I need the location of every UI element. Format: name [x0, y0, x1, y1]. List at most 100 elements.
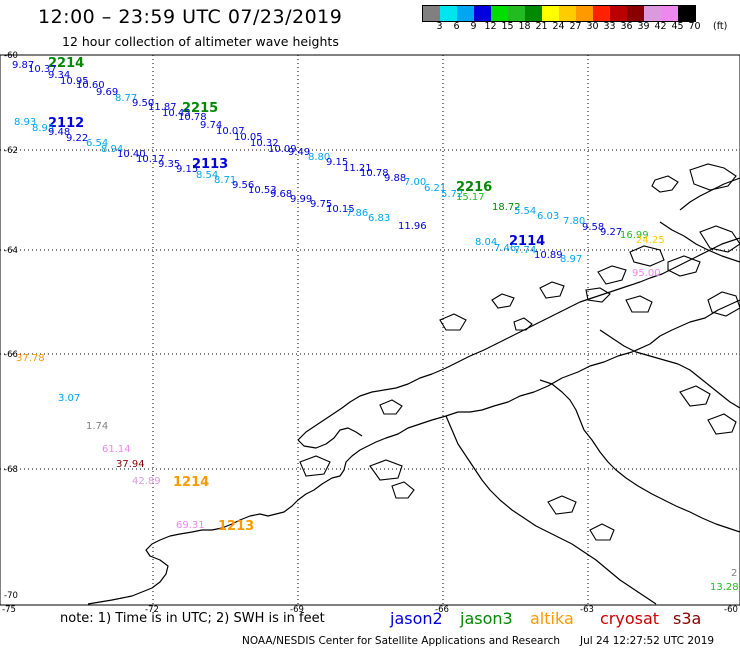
lon-label-60: -60 [724, 605, 738, 615]
color-scale-label-3: 3 [436, 21, 443, 32]
legend-jason2: jason2 [390, 609, 443, 628]
wave-height-value: 11.87 [148, 102, 177, 113]
coast-indent-1 [297, 427, 363, 449]
island-12 [707, 291, 740, 317]
color-scale-label-27: 27 [569, 21, 582, 32]
pass-label-2215: 2215 [182, 101, 218, 116]
color-swatch-15 [491, 6, 508, 21]
wave-height-value: 10.40 [117, 149, 146, 160]
island-9 [491, 293, 515, 309]
wave-height-value: 10.60 [76, 80, 105, 91]
wave-height-value: 9.58 [582, 222, 604, 233]
wave-height-value: 7.00 [404, 177, 426, 188]
wave-height-value: 8.77 [115, 93, 137, 104]
graticule [0, 55, 740, 605]
color-swatch-70 [678, 6, 695, 21]
wave-height-value: 10.32 [250, 138, 279, 149]
color-scale-label-12: 12 [484, 21, 497, 32]
wave-height-value: 95.00 [632, 268, 661, 279]
lat-label-66: -66 [4, 350, 18, 360]
wave-height-value: 7.80 [563, 216, 585, 227]
footer: NOAA/NESDIS Center for Satellite Applica… [0, 633, 740, 650]
footer-credit: NOAA/NESDIS Center for Satellite Applica… [242, 635, 560, 647]
wave-height-value: 6.03 [537, 211, 559, 222]
wave-height-value: 6.83 [368, 213, 390, 224]
wave-height-value: 15.17 [456, 192, 485, 203]
wave-height-value: 10.17 [136, 154, 165, 165]
wave-height-value: 10.78 [178, 112, 207, 123]
lon-label-69: -69 [290, 605, 304, 615]
wave-height-value: 7.46 [494, 243, 516, 254]
island-18 [391, 481, 415, 499]
lon-label-66: -66 [435, 605, 449, 615]
wave-height-value: 24.25 [636, 235, 665, 246]
wave-height-value: 13.28 [710, 582, 739, 593]
island-3 [629, 245, 665, 267]
island-13 [679, 385, 711, 407]
wave-height-value: 8.95 [32, 123, 54, 134]
color-scale-label-21: 21 [535, 21, 548, 32]
color-scale-label-33: 33 [603, 21, 616, 32]
wave-height-values: 9.8710.379.3410.9510.609.698.779.5011.87… [12, 60, 739, 593]
coast-south-2 [445, 415, 657, 605]
color-swatch-30 [576, 6, 593, 21]
color-swatch-42 [644, 6, 661, 21]
wave-height-value: 8.93 [14, 117, 36, 128]
wave-height-color-scale [422, 5, 696, 22]
wave-height-value: 9.35 [158, 159, 180, 170]
wave-height-value: 1.74 [86, 421, 108, 432]
legend-jason3: jason3 [460, 609, 513, 628]
island-4 [667, 255, 701, 277]
wave-height-value: 37.94 [116, 459, 145, 470]
island-20 [439, 313, 467, 331]
wave-height-value: 9.87 [12, 60, 34, 71]
wave-height-value: 9.88 [384, 173, 406, 184]
wave-height-value: 8.04 [475, 237, 497, 248]
wave-height-value: 6.21 [424, 183, 446, 194]
pass-label-2214: 2214 [48, 56, 84, 71]
island-1 [651, 175, 679, 193]
wave-height-value: 42.89 [132, 476, 161, 487]
wave-height-value: 9.22 [66, 133, 88, 144]
wave-height-value: 9.15 [176, 164, 198, 175]
wave-height-value: 10.95 [60, 76, 89, 87]
map-subtitle: 12 hour collection of altimeter wave hei… [62, 34, 339, 49]
pass-label-2112: 2112 [48, 116, 84, 131]
color-scale-label-24: 24 [552, 21, 565, 32]
island-11 [625, 295, 653, 313]
island-8 [539, 281, 565, 299]
island-19 [379, 399, 403, 415]
wave-height-value: 9.69 [96, 87, 118, 98]
lat-label-60: -60 [4, 51, 18, 61]
lon-label-75: -75 [2, 605, 16, 615]
color-scale-label-9: 9 [470, 21, 477, 32]
color-scale-label-39: 39 [637, 21, 650, 32]
wave-height-value: 5.54 [514, 206, 536, 217]
note-text: note: 1) Time is in UTC; 2) SWH is in fe… [60, 611, 325, 626]
color-scale-label-36: 36 [620, 21, 633, 32]
pass-label-2216: 2216 [456, 180, 492, 195]
island-14 [707, 413, 737, 435]
color-scale-label-18: 18 [518, 21, 531, 32]
island-6 [597, 265, 627, 285]
island-17 [369, 459, 403, 481]
wave-height-value: 16.99 [620, 230, 649, 241]
color-scale-label-30: 30 [586, 21, 599, 32]
pass-label-2113: 2113 [192, 157, 228, 172]
lat-label-68: -68 [4, 465, 18, 475]
coastline [87, 177, 740, 605]
wave-height-value: 9.34 [48, 70, 70, 81]
wave-height-value: 6.54 [86, 138, 108, 149]
wave-height-value: 9.15 [326, 157, 348, 168]
color-swatch-3 [423, 6, 440, 21]
wave-height-value: 5.72 [441, 189, 463, 200]
coast-indent-2 [599, 329, 740, 409]
color-swatch-18 [508, 6, 525, 21]
wave-height-value: 8.94 [101, 144, 123, 155]
legend-altika: altika [530, 609, 574, 628]
wave-height-value: 10.15 [326, 204, 355, 215]
peninsula-coast [87, 299, 740, 605]
wave-height-value: 9.48 [48, 127, 70, 138]
wave-height-value: 7.74 [514, 245, 536, 256]
wave-height-value: 9.75 [310, 199, 332, 210]
